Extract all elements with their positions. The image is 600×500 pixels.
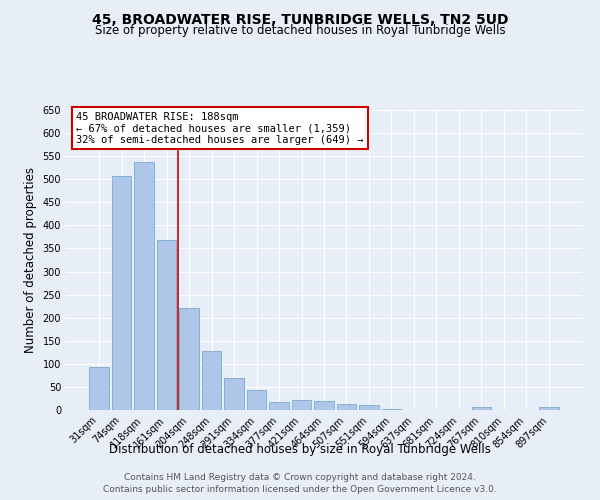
Bar <box>157 240 176 410</box>
Bar <box>179 308 199 410</box>
Text: Distribution of detached houses by size in Royal Tunbridge Wells: Distribution of detached houses by size … <box>109 442 491 456</box>
Bar <box>359 406 379 410</box>
Bar <box>269 402 289 410</box>
Bar <box>337 404 356 410</box>
Text: Contains public sector information licensed under the Open Government Licence v3: Contains public sector information licen… <box>103 485 497 494</box>
Bar <box>314 401 334 410</box>
Bar <box>89 367 109 410</box>
Y-axis label: Number of detached properties: Number of detached properties <box>24 167 37 353</box>
Text: 45 BROADWATER RISE: 188sqm
← 67% of detached houses are smaller (1,359)
32% of s: 45 BROADWATER RISE: 188sqm ← 67% of deta… <box>76 112 364 144</box>
Bar <box>247 390 266 410</box>
Bar <box>382 408 401 410</box>
Text: Contains HM Land Registry data © Crown copyright and database right 2024.: Contains HM Land Registry data © Crown c… <box>124 472 476 482</box>
Bar <box>112 176 131 410</box>
Bar <box>292 400 311 410</box>
Bar <box>224 378 244 410</box>
Text: 45, BROADWATER RISE, TUNBRIDGE WELLS, TN2 5UD: 45, BROADWATER RISE, TUNBRIDGE WELLS, TN… <box>92 12 508 26</box>
Text: Size of property relative to detached houses in Royal Tunbridge Wells: Size of property relative to detached ho… <box>95 24 505 37</box>
Bar <box>134 162 154 410</box>
Bar <box>472 407 491 410</box>
Bar <box>539 407 559 410</box>
Bar <box>202 352 221 410</box>
